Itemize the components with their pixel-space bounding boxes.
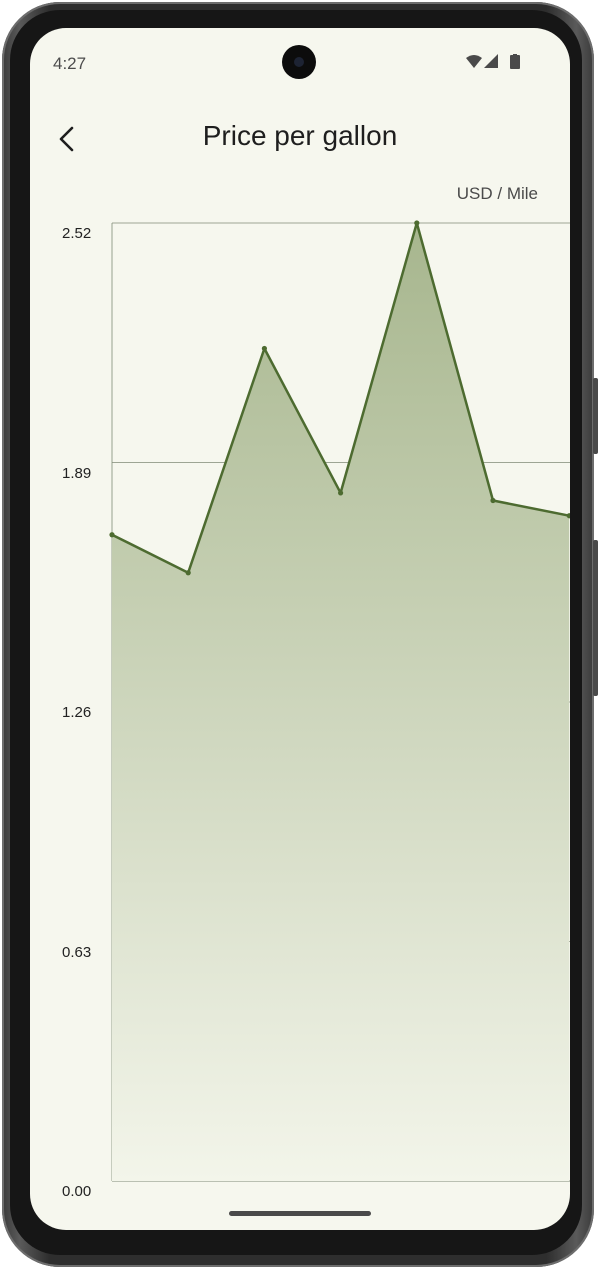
- chevron-left-icon: [59, 126, 74, 152]
- data-point: [414, 220, 420, 226]
- gesture-nav-handle[interactable]: [229, 1211, 371, 1216]
- price-area-chart: [109, 220, 570, 1182]
- area-fill: [112, 223, 570, 1181]
- page-title: Price per gallon: [202, 120, 398, 151]
- screen: 4:27 Price per gallon USD / Mile 0.00 0.6…: [30, 28, 570, 1230]
- signal-icon: [484, 54, 498, 68]
- power-button: [593, 540, 598, 696]
- y-tick-label: 0.63: [62, 943, 92, 961]
- data-point: [109, 532, 115, 538]
- data-point: [566, 513, 570, 519]
- y-tick-label: 1.26: [62, 704, 92, 721]
- data-point: [185, 570, 191, 576]
- data-point: [261, 345, 267, 352]
- back-button[interactable]: [52, 120, 84, 158]
- y-tick-label: 2.52: [62, 225, 92, 242]
- unit-label: USD / Mile: [456, 184, 538, 203]
- front-camera: [282, 45, 316, 79]
- wifi-icon: [466, 55, 482, 68]
- battery-icon: [510, 55, 520, 69]
- status-icons: [466, 54, 520, 69]
- data-point: [490, 497, 496, 504]
- status-time: 4:27: [53, 54, 87, 73]
- y-tick-label: 1.89: [62, 464, 92, 482]
- data-point: [338, 490, 344, 496]
- y-tick-label: 0.00: [62, 1183, 92, 1200]
- volume-button: [593, 378, 598, 454]
